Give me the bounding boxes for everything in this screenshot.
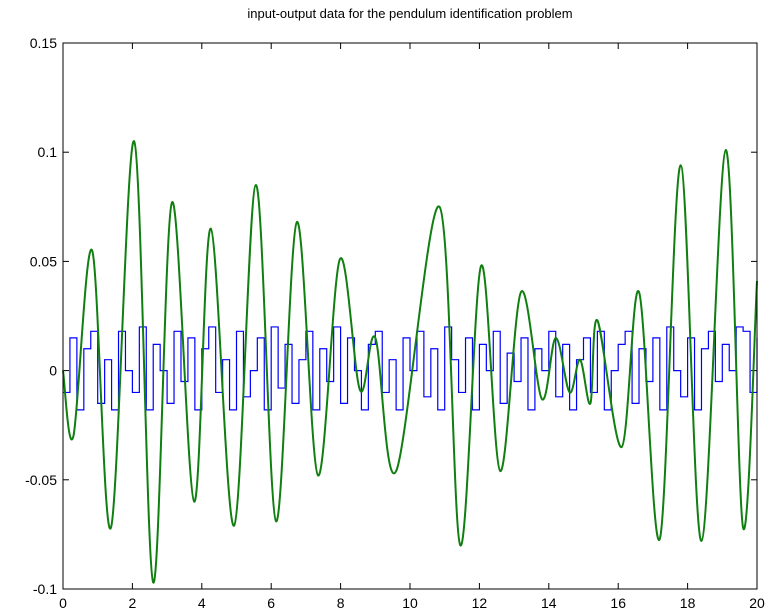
y-tick-label: 0 [49, 363, 57, 379]
x-tick-label: 18 [680, 595, 696, 611]
x-tick-label: 8 [337, 595, 345, 611]
chart-title: input-output data for the pendulum ident… [247, 6, 572, 21]
y-tick-label: 0.05 [30, 253, 57, 269]
x-tick-label: 0 [59, 595, 67, 611]
y-tick-label: 0.15 [30, 35, 57, 51]
x-tick-label: 14 [541, 595, 557, 611]
plot-frame [62, 42, 758, 590]
x-tick-label: 16 [610, 595, 626, 611]
series-line [62, 140, 758, 584]
y-tick-label: 0.1 [38, 144, 58, 160]
x-tick-label: 10 [402, 595, 418, 611]
y-tick-label: -0.05 [25, 472, 57, 488]
x-tick-label: 20 [749, 595, 765, 611]
y-tick-label: -0.1 [33, 581, 57, 597]
x-tick-label: 12 [472, 595, 488, 611]
x-tick-label: 6 [267, 595, 275, 611]
x-tick-label: 4 [198, 595, 206, 611]
x-tick-label: 2 [129, 595, 137, 611]
